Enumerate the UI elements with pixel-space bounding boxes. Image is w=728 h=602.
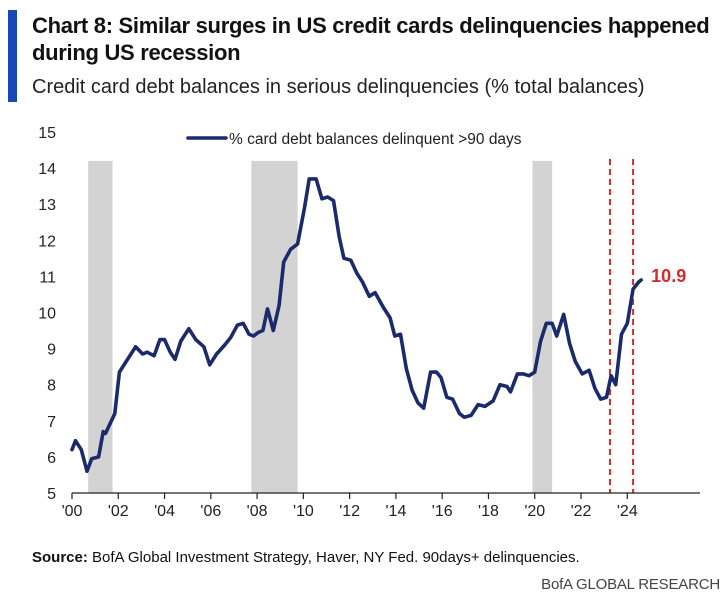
chart-title: Chart 8: Similar surges in US credit car… [32,13,710,65]
legend-label: % card debt balances delinquent >90 days [229,131,522,148]
y-tick-label: 10 [38,306,56,323]
y-axis: 5 6 7 8 9 10 11 12 13 14 15 [38,125,56,503]
x-tick-label: '04 [154,503,175,520]
x-tick-label: '16 [432,503,453,520]
reference-lines [608,159,635,493]
x-tick-label: '02 [108,503,129,520]
x-tick-label: '22 [571,503,592,520]
y-tick-label: 15 [38,125,56,142]
x-tick-label: '00 [62,503,83,520]
source-note: Source: BofA Global Investment Strategy,… [32,549,580,566]
x-tick-label: '10 [293,503,314,520]
y-tick-label: 7 [47,414,56,431]
y-tick-label: 11 [39,269,56,286]
y-tick-label: 6 [47,450,56,467]
source-label: Source: [32,549,88,566]
source-text: BofA Global Investment Strategy, Haver, … [87,549,580,566]
end-value-label: 10.9 [651,266,686,286]
x-tick-label: '14 [385,503,406,520]
series-layer [70,177,643,474]
y-tick-label: 12 [38,233,56,250]
y-tick-label: 14 [38,161,56,178]
title-accent-bar [8,10,17,102]
x-tick-label: '18 [478,503,499,520]
x-tick-label: '24 [617,503,638,520]
y-tick-label: 5 [47,486,56,503]
y-tick-label: 13 [38,197,56,214]
series-line-0 [70,177,643,474]
x-tick-label: '20 [524,503,545,520]
brand-footer: BofA GLOBAL RESEARCH [541,576,720,593]
y-tick-label: 8 [47,378,56,395]
x-tick-label: '08 [247,503,268,520]
recession-band-2 [532,160,553,493]
x-tick-label: '06 [200,503,221,520]
x-tick-label: '12 [339,503,360,520]
x-axis: '00 '02 '04 '06 '08 '10 '12 '14 '16 '18 '20 '22 '24 [62,492,700,520]
chart-subtitle: Credit card debt balances in serious del… [32,76,645,98]
legend: % card debt balances delinquent >90 days [186,131,522,148]
recession-bands [88,160,553,493]
end-value-label-group: 10.9 [651,266,686,286]
y-tick-label: 9 [47,342,56,359]
